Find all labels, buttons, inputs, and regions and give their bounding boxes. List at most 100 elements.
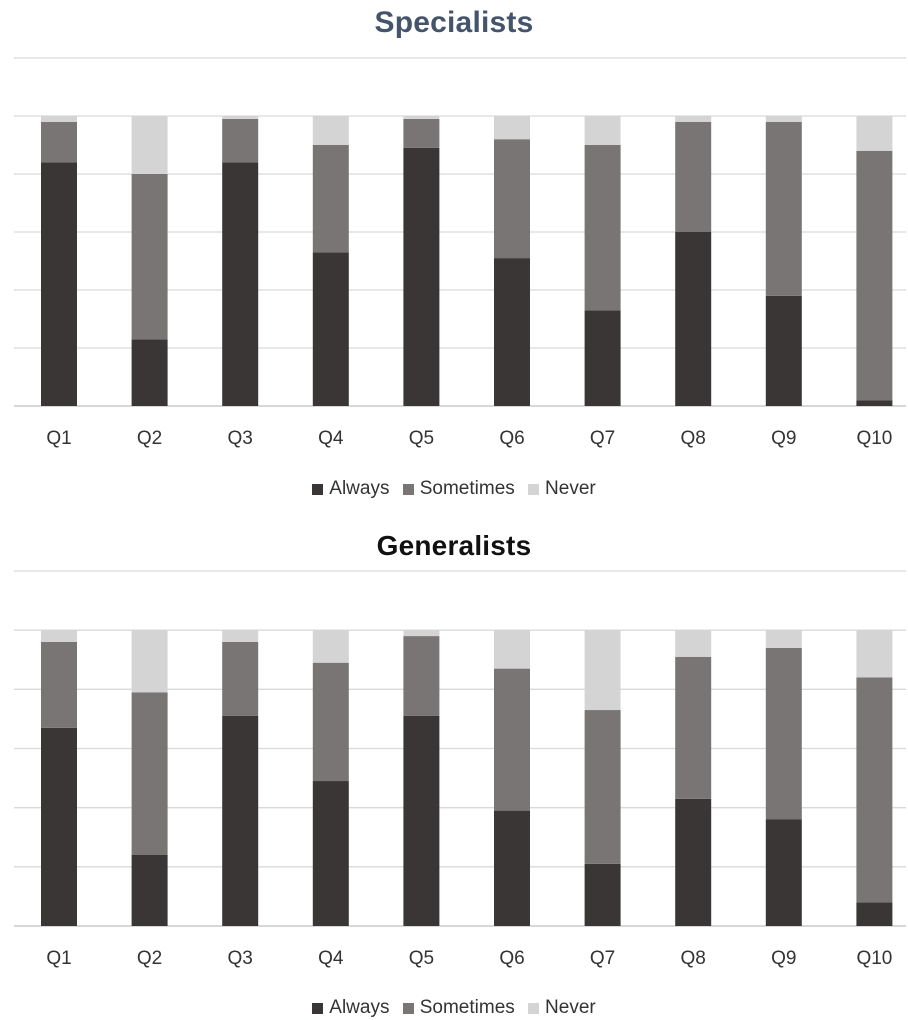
bar-segment-always [312, 252, 349, 406]
bar-segment-sometimes [41, 121, 77, 163]
legend-item-never: Never [528, 478, 596, 500]
x-tick-label: Q10 [856, 948, 892, 969]
bar-segment-never [222, 630, 259, 642]
bar-segment-sometimes [312, 145, 349, 253]
bar-segment-never [856, 116, 893, 151]
bar-segment-never [41, 630, 77, 642]
x-tick-label: Q3 [228, 948, 253, 969]
bar-segment-sometimes [41, 642, 77, 728]
bar-segment-always [856, 902, 893, 926]
legend-item-never: Never [528, 997, 596, 1019]
bar-segment-always [765, 295, 802, 406]
bar-segment-always [222, 715, 259, 926]
bar-segment-never [403, 116, 440, 119]
legend-item-sometimes: Sometimes [402, 478, 515, 500]
legend-label-never: Never [545, 997, 596, 1018]
bar-segment-always [403, 715, 440, 926]
legend-swatch-never [528, 484, 540, 495]
legend-item-always: Always [312, 478, 389, 500]
bar-segment-sometimes [584, 710, 621, 864]
bar-segment-sometimes [856, 150, 893, 401]
bar-segment-always [41, 162, 77, 406]
legend-swatch-always [312, 484, 324, 495]
x-tick-label: Q5 [409, 428, 434, 449]
bar-segment-sometimes [494, 668, 530, 811]
legend-label-sometimes: Sometimes [419, 997, 515, 1018]
bar-segment-never [41, 116, 77, 122]
legend-swatch-sometimes [402, 1003, 414, 1014]
bar-segment-never [222, 116, 259, 119]
bar-segment-sometimes [403, 636, 440, 716]
bar-segment-sometimes [675, 656, 712, 799]
bar-segment-never [131, 630, 168, 693]
bar-segment-never [856, 630, 893, 678]
bar-segment-never [765, 630, 802, 648]
bar-segment-never [131, 116, 168, 174]
bar-segment-always [675, 798, 712, 926]
bar-segment-always [222, 162, 259, 406]
bar-segment-sometimes [131, 692, 168, 855]
x-tick-label: Q7 [590, 428, 615, 449]
bar-segment-never [584, 116, 621, 145]
legend-item-always: Always [312, 997, 389, 1019]
bar-segment-sometimes [675, 121, 712, 232]
x-tick-label: Q8 [681, 428, 706, 449]
bar-segment-sometimes [765, 121, 802, 296]
legend-item-sometimes: Sometimes [402, 997, 515, 1019]
bar-segment-always [41, 727, 77, 926]
bar-segment-always [765, 819, 802, 926]
legend-label-always: Always [329, 997, 390, 1018]
legend-swatch-sometimes [402, 484, 414, 495]
bar-segment-sometimes [312, 662, 349, 782]
bar-segment-sometimes [584, 145, 621, 311]
x-tick-label: Q3 [228, 428, 253, 449]
bar-segment-sometimes [131, 174, 168, 340]
bar-segment-always [675, 232, 712, 406]
bar-segment-always [131, 339, 168, 406]
bar-segment-never [765, 116, 802, 122]
bar-segment-always [494, 258, 530, 406]
x-tick-label: Q7 [590, 948, 615, 969]
x-tick-label: Q5 [409, 948, 434, 969]
bar-segment-always [312, 781, 349, 926]
bar-segment-never [494, 116, 530, 140]
x-tick-label: Q1 [46, 948, 71, 969]
specialists-legend: Always Sometimes Never [0, 478, 908, 500]
bar-segment-sometimes [403, 118, 440, 148]
bar-segment-always [131, 855, 168, 926]
bar-segment-never [584, 630, 621, 711]
bar-segment-never [312, 116, 349, 145]
x-tick-label: Q2 [137, 948, 162, 969]
x-tick-label: Q9 [771, 428, 796, 449]
bar-segment-sometimes [222, 642, 259, 716]
bar-segment-never [675, 630, 712, 657]
bar-segment-never [403, 630, 440, 637]
x-tick-label: Q6 [499, 948, 524, 969]
x-tick-label: Q4 [318, 948, 344, 969]
legend-swatch-never [528, 1003, 540, 1014]
bar-segment-always [584, 310, 621, 406]
x-tick-label: Q10 [856, 428, 892, 449]
x-tick-label: Q9 [771, 948, 796, 969]
bar-segment-always [494, 810, 530, 926]
legend-label-always: Always [329, 478, 390, 499]
bar-segment-always [403, 147, 440, 406]
x-tick-label: Q2 [137, 428, 162, 449]
bar-segment-sometimes [765, 647, 802, 820]
bar-segment-sometimes [222, 118, 259, 163]
bar-segment-sometimes [856, 677, 893, 903]
bar-segment-always [584, 863, 621, 926]
specialists-chart-title: Specialists [374, 6, 534, 39]
generalists-legend: Always Sometimes Never [0, 997, 908, 1019]
x-tick-label: Q1 [46, 428, 71, 449]
x-tick-label: Q6 [499, 428, 524, 449]
bar-segment-never [494, 630, 530, 669]
legend-label-sometimes: Sometimes [419, 478, 515, 499]
legend-swatch-always [312, 1003, 324, 1014]
legend-label-never: Never [545, 478, 596, 499]
x-tick-label: Q8 [681, 948, 706, 969]
x-tick-label: Q4 [318, 428, 344, 449]
generalists-chart-title: Generalists [376, 530, 532, 561]
bar-segment-never [312, 630, 349, 663]
